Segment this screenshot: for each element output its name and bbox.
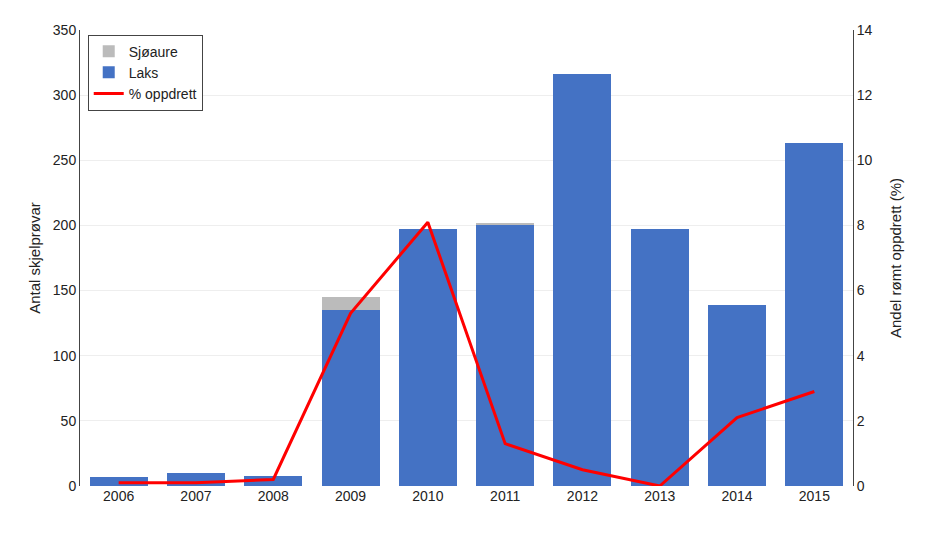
svg-text:12: 12 — [857, 87, 873, 103]
svg-text:2: 2 — [857, 413, 865, 429]
svg-text:50: 50 — [61, 413, 77, 429]
svg-text:100: 100 — [53, 348, 77, 364]
svg-text:0: 0 — [68, 478, 76, 494]
svg-text:2015: 2015 — [799, 488, 830, 504]
svg-text:2007: 2007 — [180, 488, 211, 504]
svg-text:150: 150 — [53, 282, 77, 298]
svg-text:Antal skjelprøvar: Antal skjelprøvar — [26, 202, 43, 314]
svg-text:0: 0 — [857, 478, 865, 494]
svg-text:Sjøaure: Sjøaure — [129, 44, 178, 60]
svg-text:8: 8 — [857, 217, 865, 233]
svg-text:4: 4 — [857, 348, 865, 364]
svg-text:300: 300 — [53, 87, 77, 103]
svg-text:2006: 2006 — [103, 488, 134, 504]
svg-text:10: 10 — [857, 152, 873, 168]
svg-text:2008: 2008 — [258, 488, 289, 504]
svg-text:2011: 2011 — [490, 488, 520, 504]
svg-text:200: 200 — [53, 217, 77, 233]
svg-text:350: 350 — [53, 22, 77, 38]
svg-text:14: 14 — [857, 22, 873, 38]
svg-text:2012: 2012 — [567, 488, 598, 504]
svg-text:6: 6 — [857, 282, 865, 298]
svg-text:Laks: Laks — [129, 65, 159, 81]
svg-text:2009: 2009 — [335, 488, 366, 504]
svg-text:2014: 2014 — [721, 488, 752, 504]
svg-text:% oppdrett: % oppdrett — [129, 86, 197, 102]
svg-text:250: 250 — [53, 152, 77, 168]
svg-text:2013: 2013 — [644, 488, 675, 504]
svg-text:2010: 2010 — [412, 488, 443, 504]
svg-text:Andel rømt oppdrett (%): Andel rømt oppdrett (%) — [887, 178, 904, 338]
